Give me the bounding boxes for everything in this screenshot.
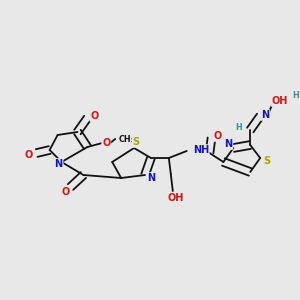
Text: OH: OH	[272, 96, 288, 106]
Text: H: H	[236, 124, 242, 133]
Text: OH: OH	[168, 193, 184, 203]
Text: NH: NH	[193, 145, 209, 155]
Text: O: O	[213, 131, 222, 141]
Text: N: N	[261, 110, 269, 120]
Text: S: S	[133, 137, 140, 147]
Text: CH₃: CH₃	[118, 134, 134, 143]
Text: S: S	[264, 156, 271, 166]
Text: N: N	[55, 159, 63, 169]
Text: N: N	[224, 139, 232, 149]
Text: H: H	[292, 91, 299, 100]
Text: O: O	[61, 187, 70, 197]
Text: O: O	[102, 138, 110, 148]
Text: O: O	[25, 150, 33, 160]
Text: N: N	[147, 173, 155, 183]
Text: O: O	[90, 111, 98, 121]
